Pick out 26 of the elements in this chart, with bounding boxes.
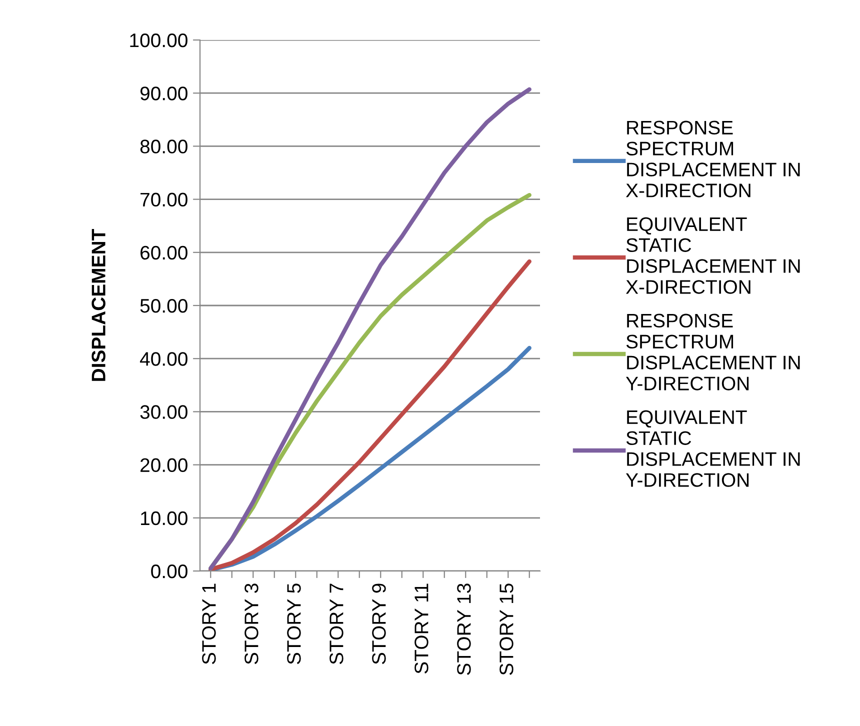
x-tick-label: STORY 13 [457, 584, 471, 675]
y-tick-label: 90.00 [140, 86, 188, 100]
x-tick-label: STORY 1 [202, 584, 216, 664]
x-tick-label: STORY 11 [414, 584, 428, 674]
x-tick-label: STORY 3 [244, 584, 258, 664]
x-tick-label: STORY 15 [500, 584, 514, 675]
x-tick-label: STORY 9 [372, 584, 386, 664]
y-tick-label: 60.00 [140, 246, 188, 260]
legend-label: RESPONSE SPECTRUM DISPLACEMENT IN Y-DIRECTION [626, 314, 800, 390]
x-tick-label: STORY 5 [287, 584, 301, 664]
legend-label: EQUIVALENT STATIC DISPLACEMENT IN Y-DIRECTION [626, 410, 800, 487]
y-tick-label: 10.00 [141, 511, 188, 526]
legend-label: RESPONSE SPECTRUM DISPLACEMENT IN X-DIRECTION [626, 120, 800, 198]
y-tick-label: 50.00 [140, 298, 188, 313]
y-axis-title: DISPLACEMENT [92, 229, 106, 381]
y-tick-label: 0.00 [151, 564, 188, 578]
y-tick-label: 70.00 [140, 192, 188, 207]
y-tick-label: 20.00 [140, 458, 188, 472]
y-tick-label: 80.00 [140, 140, 188, 154]
y-tick-label: 30.00 [140, 405, 188, 419]
legend-label: EQUIVALENT STATIC DISPLACEMENT IN X-DIRECTION [626, 217, 800, 294]
line-series [208, 87, 532, 570]
x-tick-label: STORY 7 [330, 584, 344, 664]
y-tick-label: 100.00 [130, 33, 188, 48]
y-tick-label: 40.00 [140, 352, 188, 366]
line-series [208, 259, 532, 571]
